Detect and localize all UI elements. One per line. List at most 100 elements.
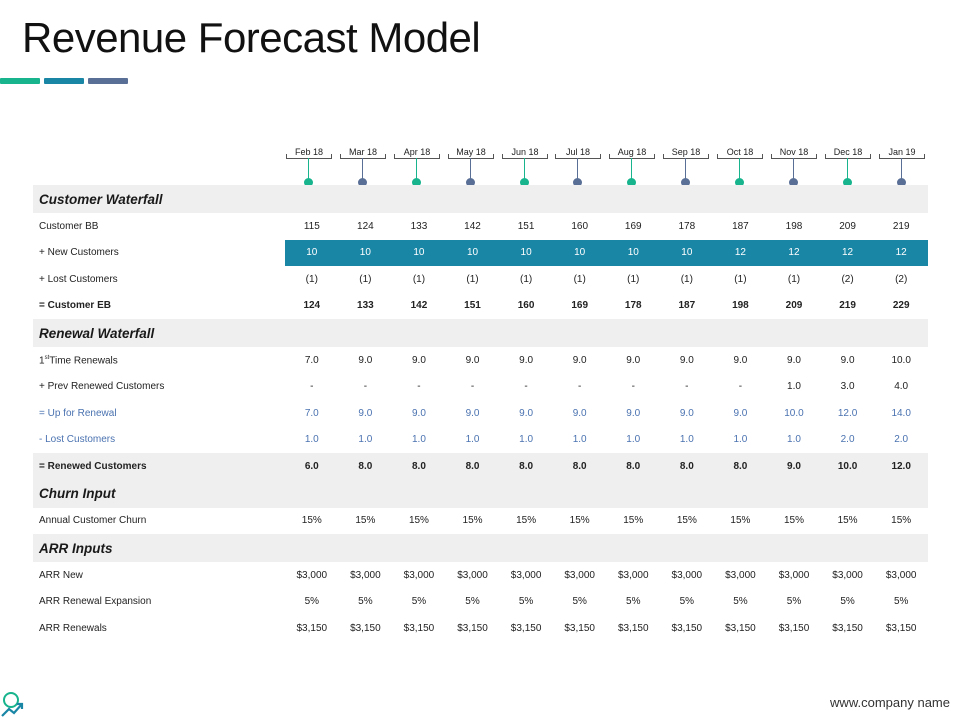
value-cell: (1) xyxy=(734,273,747,285)
row-label: 1stTime Renewals xyxy=(33,347,285,374)
row-label: = Renewed Customers xyxy=(33,453,285,480)
table-row: ARR Renewal Expansion 5% 5% 5% 5% 5% 5% 5% 5% 5% 5… xyxy=(33,589,928,616)
value-cell: 124 xyxy=(357,220,374,232)
value-cell: - xyxy=(631,381,635,393)
value-cell: 7.0 xyxy=(304,407,319,419)
timeline-month-label: May 18 xyxy=(456,147,486,157)
row-label-text: Annual Customer Churn xyxy=(39,515,147,527)
section-header-cell xyxy=(445,185,500,213)
accent-bar-slate xyxy=(88,78,128,84)
value-cell: 8.0 xyxy=(606,453,661,480)
section-header-cell xyxy=(285,185,339,213)
timeline-month-label: Jul 18 xyxy=(565,147,591,157)
section-header-cell xyxy=(392,534,446,562)
timeline-month: Apr 18 xyxy=(392,145,442,190)
row-label: Customer BB xyxy=(33,213,285,240)
timeline-month: Jan 19 xyxy=(877,145,927,190)
table-row: + Lost Customers (1) (1) (1) (1) (1) (1) (1) (1)… xyxy=(33,266,928,293)
row-label-prefix: 1 xyxy=(39,354,45,366)
section-header-cell xyxy=(660,479,714,508)
section-header-row: Renewal Waterfall xyxy=(33,319,928,347)
value-cell: 15% xyxy=(569,515,590,527)
value-cell: 15% xyxy=(730,515,751,527)
timeline-month: Dec 18 xyxy=(823,145,873,190)
value-cell: - xyxy=(470,381,475,393)
value-cell: 10.0 xyxy=(891,354,911,366)
value-cell: 8.0 xyxy=(338,453,393,480)
table-row: = Up for Renewal 7.0 9.0 9.0 9.0 9.0 9.0 9.0 9.0… xyxy=(33,400,928,427)
value-cell: (1) xyxy=(305,273,318,285)
section-header-cell xyxy=(499,479,553,508)
section-header-cell xyxy=(445,534,500,562)
row-label: ARR New xyxy=(33,562,285,589)
timeline-stem xyxy=(847,158,849,179)
value-cell: 10 xyxy=(606,239,661,266)
value-cell: - xyxy=(685,381,689,393)
table-row: + Prev Renewed Customers - - - - - - - - - 1.0 3.0 4… xyxy=(33,374,928,401)
value-cell: 15% xyxy=(408,515,429,527)
section-header-cell xyxy=(338,319,393,347)
value-cell: 9.0 xyxy=(465,354,480,366)
section-header-cell xyxy=(820,479,875,508)
timeline-month: Aug 18 xyxy=(607,145,657,190)
section-header-cell xyxy=(606,185,661,213)
section-title: ARR Inputs xyxy=(33,534,285,562)
value-cell: - xyxy=(363,381,368,393)
value-cell: $3,150 xyxy=(350,622,381,634)
value-cell: $3,150 xyxy=(832,622,863,634)
timeline-month: May 18 xyxy=(446,145,496,190)
value-cell: 10 xyxy=(285,239,339,266)
value-cell: 5% xyxy=(518,596,534,608)
table-row: = Customer EB 124 133 142 151 160 169 178 187 198… xyxy=(33,293,928,320)
value-cell: $3,000 xyxy=(510,569,542,581)
value-cell: (2) xyxy=(841,273,854,285)
section-header-cell xyxy=(874,185,928,213)
value-cell: 3.0 xyxy=(840,381,855,393)
value-cell: 5% xyxy=(465,596,480,608)
section-header-cell xyxy=(820,534,875,562)
row-label: = Customer EB xyxy=(33,293,285,320)
value-cell: 1.0 xyxy=(626,434,641,446)
section-header-cell xyxy=(660,534,714,562)
value-cell: 10 xyxy=(392,239,446,266)
value-cell: 12 xyxy=(713,239,768,266)
value-cell: 219 xyxy=(892,220,910,232)
section-header-cell xyxy=(606,479,661,508)
value-cell: 12.0 xyxy=(874,453,928,480)
value-cell: 142 xyxy=(410,300,428,312)
value-cell: (1) xyxy=(627,273,640,285)
value-cell: 15% xyxy=(355,515,376,527)
value-cell: 9.0 xyxy=(358,407,373,419)
section-header-cell xyxy=(660,185,714,213)
section-header-cell xyxy=(552,479,607,508)
page-title: Revenue Forecast Model xyxy=(22,14,481,61)
value-cell: $3,000 xyxy=(457,569,488,581)
value-cell: 10.0 xyxy=(784,407,804,419)
month-timeline: Feb 18 Mar 18 Apr 18 May 18 Jun 18 Jul 18 Aug … xyxy=(0,145,960,190)
value-cell: 12 xyxy=(767,239,821,266)
row-label: + New Customers xyxy=(33,240,285,267)
section-header-cell xyxy=(552,534,607,562)
table-row: 1stTime Renewals 7.0 9.0 9.0 9.0 9.0 9.0 9.0 9.0… xyxy=(33,347,928,374)
table-row: + New Customers 10 10 10 10 10 10 10 10 12 12 12 12 xyxy=(33,239,928,267)
footer-website: www.company name xyxy=(830,695,950,710)
row-label: - Lost Customers xyxy=(33,427,285,454)
value-cell: 1.0 xyxy=(733,434,748,446)
value-cell: 9.0 xyxy=(733,354,748,366)
section-header-cell xyxy=(820,185,875,213)
timeline-stem xyxy=(577,158,579,179)
value-cell: 2.0 xyxy=(840,434,855,446)
row-label-text: ARR Renewal Expansion xyxy=(39,596,152,608)
section-header-cell xyxy=(713,534,768,562)
section-header-cell xyxy=(606,534,661,562)
timeline-month: Mar 18 xyxy=(338,145,388,190)
value-cell: 5% xyxy=(786,596,802,608)
timeline-month-label: Jun 18 xyxy=(511,147,539,157)
value-cell: 9.0 xyxy=(787,354,801,366)
timeline-month: Jul 18 xyxy=(553,145,603,190)
timeline-stem xyxy=(524,158,526,179)
timeline-stem xyxy=(362,158,364,179)
row-label-text: Customer BB xyxy=(39,220,99,232)
value-cell: $3,150 xyxy=(296,622,328,634)
value-cell: 8.0 xyxy=(499,453,553,480)
